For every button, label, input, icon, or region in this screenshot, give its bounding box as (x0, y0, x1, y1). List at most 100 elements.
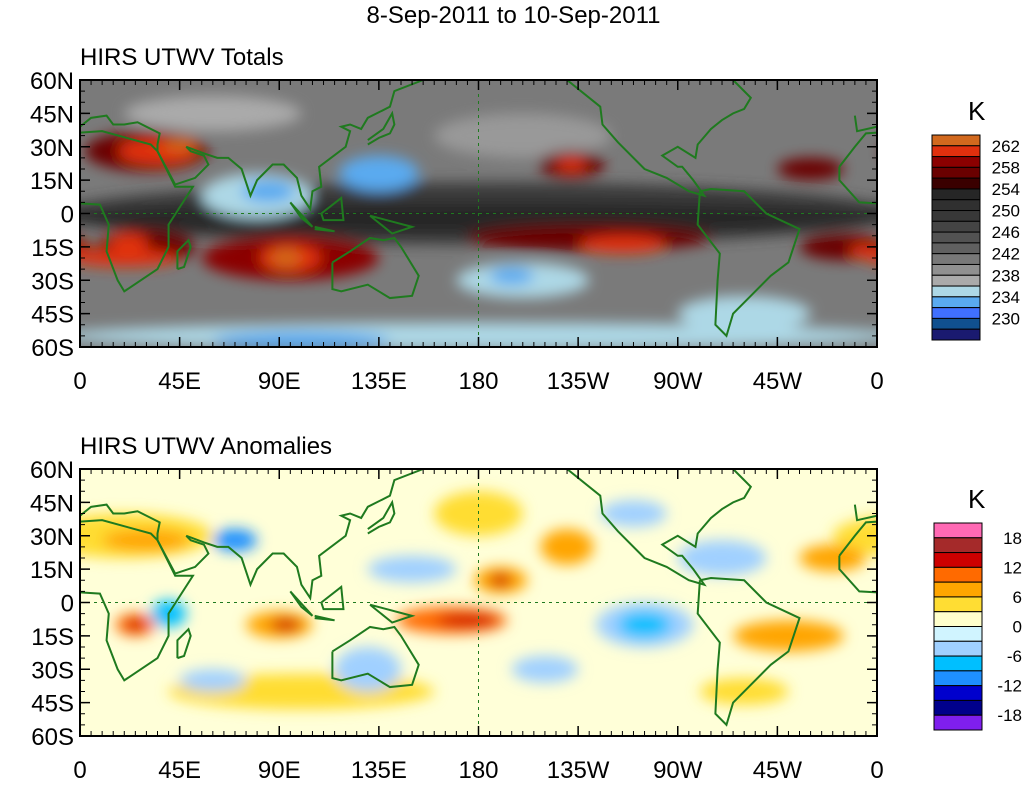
coastline (289, 201, 314, 228)
field-contour (600, 500, 667, 527)
field-contour (540, 529, 594, 565)
y-tick-label: 45N (30, 490, 74, 517)
x-tick-label: 135E (351, 757, 407, 784)
colorbar-label: -18 (997, 706, 1022, 725)
anomalies-map: 0 45E 90E 135E 180 135W 90W 45W 060N45N30N15N015… (0, 457, 1022, 784)
colorbar-box (931, 199, 981, 212)
x-tick-label: 0 (73, 757, 86, 784)
field-contour (124, 95, 302, 132)
colorbar-label: 18 (1003, 529, 1022, 548)
colorbar-label: -6 (1007, 647, 1022, 666)
colorbar-label: 258 (992, 158, 1020, 177)
field-contour (436, 613, 499, 627)
coastline (320, 585, 345, 611)
coastline (320, 196, 345, 222)
field-contour (777, 157, 844, 181)
data-field (0, 80, 877, 347)
coastline (367, 499, 396, 535)
coastline (369, 603, 416, 624)
colorbar-box (933, 611, 983, 628)
y-tick-label: 15S (31, 235, 74, 262)
colorbar-label: -12 (997, 677, 1022, 696)
colorbar-label: 242 (992, 245, 1020, 264)
totals-map: 0 45E 90E 135E 180 135W 90W 45W 0 60N 45N 30N 15N 0 15… (0, 68, 1020, 395)
colorbar-box (931, 188, 981, 201)
coastline (0, 578, 3, 725)
colorbar-box (933, 655, 983, 672)
field-contour (80, 249, 180, 267)
field-contour (799, 544, 866, 572)
y-tick-label: 45S (31, 302, 74, 329)
coastline (314, 225, 335, 233)
coastline (511, 80, 753, 198)
field-contour (733, 620, 844, 652)
colorbar-label: 262 (992, 137, 1020, 156)
field-contour (0, 296, 14, 332)
colorbar-box (931, 307, 981, 319)
y-tick-label: 30N (30, 135, 74, 162)
field-contour (617, 611, 672, 639)
field-contour (212, 529, 258, 552)
x-tick-label: 135W (547, 757, 610, 784)
colorbar-box (933, 685, 983, 701)
y-tick-label: 45S (31, 691, 74, 718)
field-contour (848, 244, 877, 258)
colorbar-box (933, 670, 983, 687)
field-contour (578, 235, 667, 254)
colorbar-label: 230 (992, 309, 1020, 328)
x-tick-label: 0 (73, 368, 86, 395)
coastline (331, 625, 420, 689)
field-contour (677, 540, 767, 576)
x-tick-label: 45E (158, 368, 201, 395)
x-tick-label: 90E (258, 368, 301, 395)
coastline (314, 614, 335, 622)
colorbar-box (933, 537, 983, 554)
field-contour (270, 249, 302, 267)
anomalies-panel-title: HIRS UTWV Anomalies (80, 433, 333, 460)
colorbar-box (931, 274, 981, 287)
colorbar-label: 254 (992, 180, 1020, 199)
colorbar-box (933, 522, 983, 539)
colorbar-box (931, 210, 981, 222)
x-tick-label: 90W (653, 757, 703, 784)
coastline (367, 110, 396, 146)
totals-colorbar-unit: K (968, 96, 986, 126)
field-contour (511, 655, 579, 683)
x-tick-label: 180 (458, 368, 498, 395)
colorbar-box (933, 552, 983, 568)
coastline (511, 469, 753, 587)
field-contour (489, 266, 534, 285)
colorbar-box (931, 296, 981, 309)
colorbar-box (933, 640, 983, 657)
field-contour (126, 618, 145, 632)
coastline (331, 236, 420, 300)
colorbar-box (931, 328, 981, 341)
colorbar-label: 12 (1003, 558, 1022, 577)
y-tick-label: 60N (30, 457, 74, 484)
y-tick-label: 0 (61, 591, 74, 618)
x-tick-label: 45W (753, 368, 803, 395)
y-tick-label: 60N (30, 68, 74, 95)
colorbar: 18 12 6 0 -6 -12 -18 (933, 522, 1022, 731)
colorbar-label: 234 (992, 288, 1020, 307)
figure-title: 8-Sep-2011 to 10-Sep-2011 (366, 2, 661, 29)
coastline (176, 238, 192, 271)
coastline (0, 189, 3, 336)
field-contour (854, 331, 877, 341)
colorbar-label: 250 (992, 202, 1020, 221)
colorbar-box (931, 177, 981, 190)
colorbar-box (931, 263, 981, 276)
field-contour (102, 529, 191, 552)
colorbar: 262 258 254 250 246 242 238 234 230 (931, 134, 1020, 341)
field-contour (854, 212, 877, 223)
colorbar-box (933, 699, 983, 716)
y-tick-label: 60S (31, 724, 74, 751)
x-tick-label: 135E (351, 368, 407, 395)
colorbar-box (933, 714, 983, 731)
x-tick-label: 0 (870, 368, 883, 395)
coastline (80, 519, 195, 682)
x-tick-label: 90E (258, 757, 301, 784)
x-tick-label: 135W (547, 368, 610, 395)
anomalies-colorbar-unit: K (968, 484, 986, 514)
field-contour (108, 233, 149, 252)
